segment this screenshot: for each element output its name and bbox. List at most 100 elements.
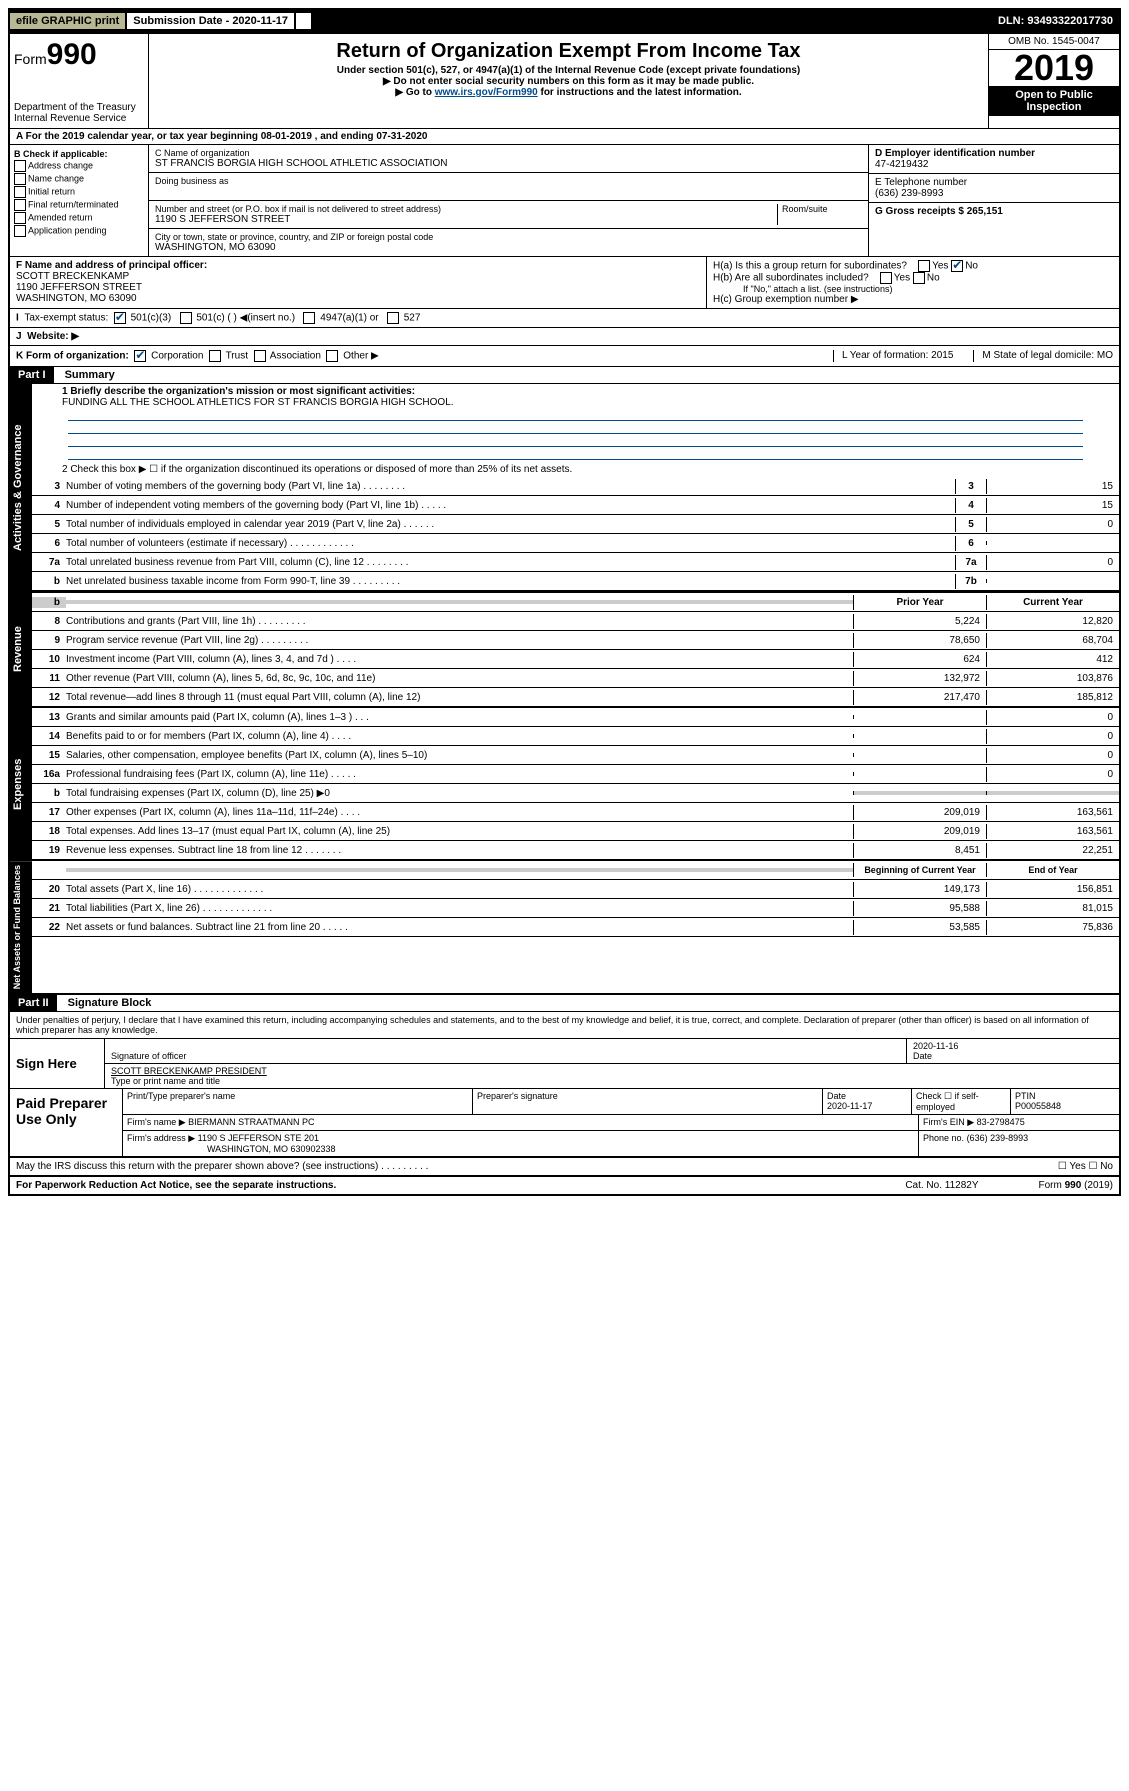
org-name-label: C Name of organization xyxy=(155,148,862,158)
prep-phone: (636) 239-8993 xyxy=(967,1133,1029,1143)
vtab-expenses: Expenses xyxy=(10,708,32,860)
line-1: 1 Briefly describe the organization's mi… xyxy=(32,384,1119,462)
efile-badge[interactable]: efile GRAPHIC print xyxy=(10,13,127,29)
part2-title: Signature Block xyxy=(60,997,152,1009)
irs: Internal Revenue Service xyxy=(14,113,144,124)
cb-4947[interactable] xyxy=(303,312,315,324)
form-number: Form990 xyxy=(14,38,144,72)
paid-title: Paid Preparer Use Only xyxy=(10,1089,123,1156)
gov-row: bNet unrelated business taxable income f… xyxy=(32,572,1119,591)
col-begin: Beginning of Current Year xyxy=(853,863,986,877)
prep-name-hdr: Print/Type preparer's name xyxy=(123,1089,473,1114)
h-a: H(a) Is this a group return for subordin… xyxy=(713,260,1113,272)
netassets-section: Net Assets or Fund Balances Beginning of… xyxy=(10,861,1119,995)
gross-receipts: G Gross receipts $ 265,151 xyxy=(875,206,1113,217)
firm-ein: 83-2798475 xyxy=(977,1117,1025,1127)
dln: DLN: 93493322017730 xyxy=(992,13,1119,29)
h-c: H(c) Group exemption number ▶ xyxy=(713,294,1113,305)
sub3-post: for instructions and the latest informat… xyxy=(538,87,742,98)
cb-527[interactable] xyxy=(387,312,399,324)
firm-ein-label: Firm's EIN ▶ xyxy=(923,1117,974,1127)
col-current: Current Year xyxy=(986,595,1119,610)
cb-corp[interactable] xyxy=(134,350,146,362)
f-h-row: F Name and address of principal officer:… xyxy=(10,257,1119,309)
officer-city: WASHINGTON, MO 63090 xyxy=(16,293,700,304)
officer-addr: 1190 JEFFERSON STREET xyxy=(16,282,700,293)
part2-badge: Part II xyxy=(10,995,57,1011)
ptin-hdr: PTIN xyxy=(1015,1091,1036,1101)
subtitle-1: Under section 501(c), 527, or 4947(a)(1)… xyxy=(153,65,984,76)
rev-hdr: b Prior Year Current Year xyxy=(32,592,1119,612)
vtab-revenue: Revenue xyxy=(10,592,32,707)
cb-assoc[interactable] xyxy=(254,350,266,362)
paid-preparer-block: Paid Preparer Use Only Print/Type prepar… xyxy=(10,1089,1119,1158)
officer-label: F Name and address of principal officer: xyxy=(16,260,700,271)
gov-row: 3Number of voting members of the governi… xyxy=(32,477,1119,496)
declaration: Under penalties of perjury, I declare th… xyxy=(10,1012,1119,1039)
prep-date-hdr: Date xyxy=(827,1091,846,1101)
cb-name[interactable]: Name change xyxy=(14,173,144,185)
cb-initial[interactable]: Initial return xyxy=(14,186,144,198)
addr-label: Number and street (or P.O. box if mail i… xyxy=(155,204,777,214)
ptin: P00055848 xyxy=(1015,1101,1061,1111)
data-row: 14Benefits paid to or for members (Part … xyxy=(32,727,1119,746)
header: Form990 Department of the Treasury Inter… xyxy=(10,34,1119,129)
data-row: 13Grants and similar amounts paid (Part … xyxy=(32,708,1119,727)
cb-501c3[interactable] xyxy=(114,312,126,324)
sig-name-label: Type or print name and title xyxy=(111,1076,1113,1086)
firm-name-label: Firm's name ▶ xyxy=(127,1117,186,1127)
col-end: End of Year xyxy=(986,863,1119,877)
box-e: E Telephone number (636) 239-8993 xyxy=(869,174,1119,203)
open-public: Open to Public Inspection xyxy=(989,86,1119,116)
header-mid: Return of Organization Exempt From Incom… xyxy=(149,34,988,128)
cb-trust[interactable] xyxy=(209,350,221,362)
discuss-yn[interactable]: ☐ Yes ☐ No xyxy=(1058,1161,1113,1172)
data-row: 18Total expenses. Add lines 13–17 (must … xyxy=(32,822,1119,841)
revenue-section: Revenue b Prior Year Current Year 8Contr… xyxy=(10,592,1119,708)
form-num: 990 xyxy=(47,38,97,71)
vtab-governance: Activities & Governance xyxy=(10,384,32,591)
cb-pending[interactable]: Application pending xyxy=(14,225,144,237)
sig-name: SCOTT BRECKENKAMP PRESIDENT xyxy=(111,1066,1113,1076)
data-row: 16aProfessional fundraising fees (Part I… xyxy=(32,765,1119,784)
dba-cell: Doing business as xyxy=(149,173,868,201)
data-row: 11Other revenue (Part VIII, column (A), … xyxy=(32,669,1119,688)
submission-date: Submission Date - 2020-11-17 xyxy=(127,13,296,29)
firm-addr1: 1190 S JEFFERSON STE 201 xyxy=(198,1133,319,1143)
cb-final[interactable]: Final return/terminated xyxy=(14,199,144,211)
cb-address[interactable]: Address change xyxy=(14,160,144,172)
box-c: C Name of organization ST FRANCIS BORGIA… xyxy=(149,145,868,256)
box-d: D Employer identification number 47-4219… xyxy=(869,145,1119,174)
box-h: H(a) Is this a group return for subordin… xyxy=(707,257,1119,308)
part1-title: Summary xyxy=(57,369,115,381)
gov-row: 7aTotal unrelated business revenue from … xyxy=(32,553,1119,572)
gov-row: 6Total number of volunteers (estimate if… xyxy=(32,534,1119,553)
form-ref: Form 990 (2019) xyxy=(1039,1180,1113,1191)
part1-header: Part I Summary xyxy=(10,367,1119,384)
cb-501c[interactable] xyxy=(180,312,192,324)
sig-date: 2020-11-16 xyxy=(913,1041,1113,1051)
cb-amended[interactable]: Amended return xyxy=(14,212,144,224)
entity-row: B Check if applicable: Address change Na… xyxy=(10,145,1119,257)
line-j: J Website: ▶ xyxy=(10,328,1119,346)
prep-sig-hdr: Preparer's signature xyxy=(473,1089,823,1114)
city-label: City or town, state or province, country… xyxy=(155,232,862,242)
irs-link[interactable]: www.irs.gov/Form990 xyxy=(435,87,538,98)
tax-year: 2019 xyxy=(989,50,1119,86)
state-domicile: M State of legal domicile: MO xyxy=(973,350,1113,362)
sign-here-label: Sign Here xyxy=(10,1039,92,1088)
sub3-pre: ▶ Go to xyxy=(395,87,434,98)
data-row: 20Total assets (Part X, line 16) . . . .… xyxy=(32,880,1119,899)
org-name: ST FRANCIS BORGIA HIGH SCHOOL ATHLETIC A… xyxy=(155,158,862,169)
room-label: Room/suite xyxy=(777,204,862,225)
data-row: 15Salaries, other compensation, employee… xyxy=(32,746,1119,765)
discuss-row: May the IRS discuss this return with the… xyxy=(10,1158,1119,1177)
boxes-d-e-g: D Employer identification number 47-4219… xyxy=(868,145,1119,256)
officer-name: SCOTT BRECKENKAMP xyxy=(16,271,700,282)
cb-other[interactable] xyxy=(326,350,338,362)
data-row: 22Net assets or fund balances. Subtract … xyxy=(32,918,1119,937)
data-row: 17Other expenses (Part IX, column (A), l… xyxy=(32,803,1119,822)
firm-addr-label: Firm's address ▶ xyxy=(127,1133,195,1143)
footer: For Paperwork Reduction Act Notice, see … xyxy=(10,1177,1119,1194)
firm-name: BIERMANN STRAATMANN PC xyxy=(188,1117,314,1127)
